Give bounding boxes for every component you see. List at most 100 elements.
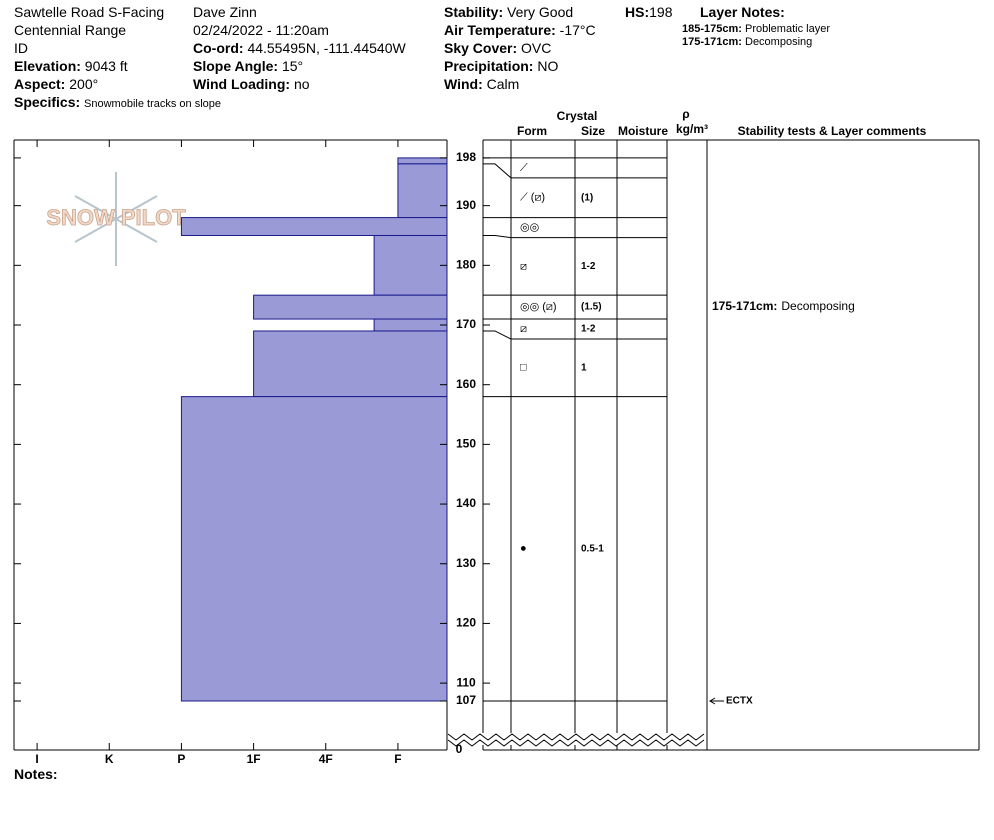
label: Slope Angle: [193, 58, 279, 74]
stability: Stability: Very Good [444, 4, 573, 20]
header: Crystal [557, 109, 598, 123]
specifics: Specifics: Snowmobile tracks on slope [14, 94, 221, 112]
frame [13, 139, 980, 751]
header: kg/m³ [676, 122, 708, 136]
test-label: ECTX [726, 696, 753, 707]
header: Moisture [618, 124, 668, 138]
label: Stability: [444, 4, 504, 20]
hardness-bar [373, 318, 448, 332]
hardness-bar [180, 217, 448, 236]
grain-form: ⧄ [520, 260, 527, 272]
y-tick-label: 140 [456, 496, 476, 510]
header: ρ [682, 107, 689, 121]
notes-label: Notes: [14, 766, 58, 782]
label: HS: [625, 4, 650, 20]
value: 200° [69, 76, 99, 92]
y-tick-label: 150 [456, 437, 476, 451]
label: Co-ord: [193, 40, 244, 56]
y-tick-label: 190 [456, 198, 476, 212]
elevation: Elevation: 9043 ft [14, 58, 128, 74]
grain-form: □ [520, 362, 527, 374]
label: Elevation: [14, 58, 81, 74]
value: 9043 ft [84, 58, 128, 74]
y-tick-label: 160 [456, 377, 476, 391]
grain-size: (1.5) [581, 302, 602, 313]
y-tick-label: 180 [456, 258, 476, 272]
range: Centennial Range [14, 22, 127, 38]
grain-form: ◎◎ [520, 221, 539, 233]
logo: SNOW PILOT [46, 205, 186, 230]
hardness-bar [253, 330, 448, 398]
logo-flake [74, 172, 158, 266]
aspect: Aspect: 200° [14, 76, 98, 92]
label: Wind Loading: [193, 76, 291, 92]
y-tick-label: 170 [456, 317, 476, 331]
hardness-bar [180, 396, 448, 702]
column-headers: Crystal Form Size Moisture ρ kg/m³ Stabi… [517, 107, 927, 138]
test-arrowhead [709, 697, 716, 705]
hardness-bar [373, 234, 448, 296]
value: Snowmobile tracks on slope [84, 98, 221, 110]
y-tick-label: 107 [456, 693, 476, 707]
hardness-bar [253, 294, 448, 320]
label: 185-175cm: [682, 23, 742, 35]
grain-form: ◎◎ (⧄) [520, 301, 557, 313]
layer-connector [483, 234, 512, 239]
hardness-bar [397, 163, 448, 219]
x-tick-label: I [35, 752, 38, 766]
grain-size: (1) [581, 192, 593, 203]
sky: Sky Cover: OVC [444, 40, 551, 56]
site: Sawtelle Road S-Facing [14, 4, 165, 20]
value: Very Good [507, 4, 574, 20]
layer-connector [483, 330, 512, 340]
x-tick-label: 4F [319, 752, 333, 766]
x-tick-label: 1F [247, 752, 261, 766]
wind: Wind: Calm [444, 76, 519, 92]
hs: HS:198 [625, 4, 672, 20]
label: Aspect: [14, 76, 66, 92]
label: Wind: [444, 76, 483, 92]
layer-note: 175-171cm: Decomposing [682, 36, 812, 49]
y-tick-label: 198 [456, 150, 476, 164]
layer-connector [483, 163, 512, 179]
header: Form [517, 124, 547, 138]
grain-size: 1 [581, 362, 587, 373]
break-mask [448, 733, 706, 745]
break-line [447, 733, 705, 741]
y-break-label: 0 [456, 742, 463, 756]
label: Sky Cover: [444, 40, 518, 56]
label: Notes: [14, 766, 58, 782]
header: Stability tests & Layer comments [738, 124, 927, 138]
break-line [447, 739, 705, 747]
layer-note: 185-175cm: Problematic layer [682, 23, 830, 36]
air-temp: Air Temperature: -17°C [444, 22, 596, 38]
y-tick-label: 110 [456, 675, 476, 689]
grain-form: ⟋ (⧄) [520, 192, 545, 204]
value: 198 [649, 4, 673, 20]
coord: Co-ord: 44.55495N, -111.44540W [193, 40, 406, 56]
x-tick-label: P [177, 752, 185, 766]
hardness-bar [397, 157, 448, 165]
value: OVC [521, 40, 552, 56]
grain-size: 1-2 [581, 261, 596, 272]
grain-form: ⟋ [520, 162, 528, 174]
label: 175-171cm: [682, 36, 742, 48]
comment-label: 175-171cm: [712, 299, 777, 313]
datetime: 02/24/2022 - 11:20am [193, 22, 329, 38]
value: Problematic layer [745, 23, 830, 35]
value: -17°C [559, 22, 596, 38]
x-tick-label: K [105, 752, 114, 766]
slope: Slope Angle: 15° [193, 58, 303, 74]
grain-size: 0.5-1 [581, 543, 604, 554]
value: no [293, 76, 310, 92]
layer-notes-title: Layer Notes: [700, 4, 785, 20]
header: Size [581, 124, 605, 138]
precip: Precipitation: NO [444, 58, 558, 74]
label: Air Temperature: [444, 22, 556, 38]
comment-text: Decomposing [781, 299, 854, 313]
y-tick-label: 130 [456, 556, 476, 570]
state: ID [14, 40, 28, 56]
label: Specifics: [14, 94, 81, 110]
